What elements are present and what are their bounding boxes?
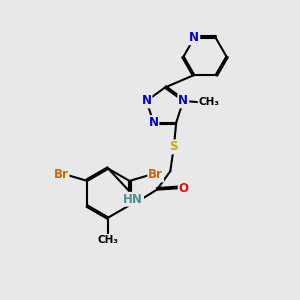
Text: O: O [178, 182, 189, 195]
Text: CH₃: CH₃ [98, 235, 119, 245]
Text: N: N [178, 94, 188, 107]
Text: Br: Br [148, 169, 163, 182]
Text: N: N [148, 116, 158, 129]
Text: Br: Br [54, 169, 69, 182]
Text: N: N [189, 31, 199, 44]
Text: CH₃: CH₃ [199, 98, 220, 107]
Text: S: S [169, 140, 178, 153]
Text: N: N [142, 94, 152, 107]
Text: HN: HN [123, 193, 143, 206]
